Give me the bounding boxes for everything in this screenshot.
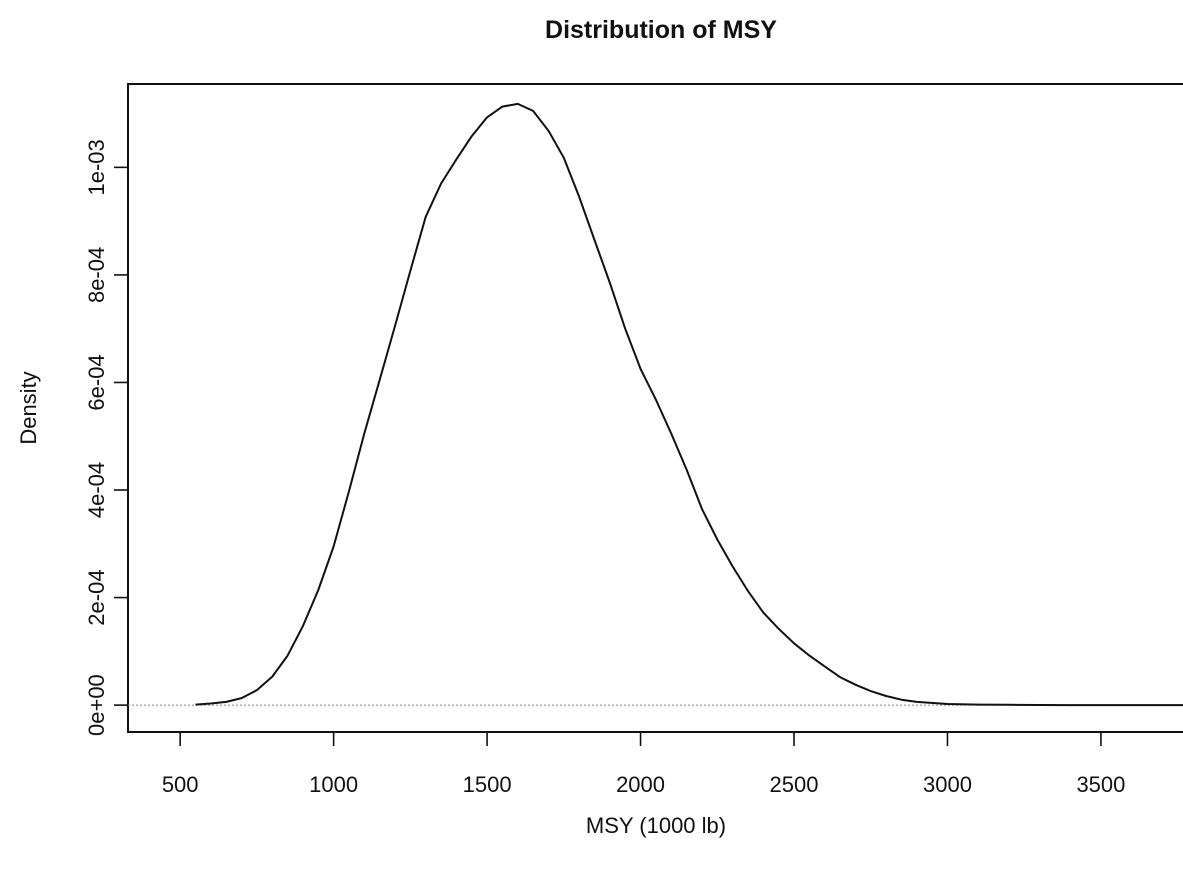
x-tick-label: 2000 bbox=[616, 772, 665, 797]
x-tick-label: 3000 bbox=[923, 772, 972, 797]
y-tick-label: 4e-04 bbox=[84, 462, 109, 518]
y-axis-label: Density bbox=[16, 371, 41, 444]
x-tick-label: 1500 bbox=[463, 772, 512, 797]
y-tick-label: 0e+00 bbox=[84, 674, 109, 736]
chart-title: Distribution of MSY bbox=[545, 16, 777, 44]
x-tick-label: 500 bbox=[162, 772, 199, 797]
x-tick-label: 1000 bbox=[309, 772, 358, 797]
y-tick-label: 6e-04 bbox=[84, 354, 109, 410]
y-tick-label: 2e-04 bbox=[84, 569, 109, 625]
x-tick-label: 2500 bbox=[770, 772, 819, 797]
y-tick-label: 1e-03 bbox=[84, 139, 109, 195]
plot-frame bbox=[127, 83, 1183, 733]
x-axis-label: MSY (1000 lb) bbox=[586, 813, 726, 838]
x-axis: 500 1000 1500 2000 2500 3000 3500 bbox=[162, 732, 1125, 797]
x-tick-label: 3500 bbox=[1076, 772, 1125, 797]
y-tick-label: 8e-04 bbox=[84, 247, 109, 303]
density-curve bbox=[195, 102, 1183, 707]
y-axis: 0e+00 2e-04 4e-04 6e-04 8e-04 1e-03 bbox=[84, 139, 128, 736]
